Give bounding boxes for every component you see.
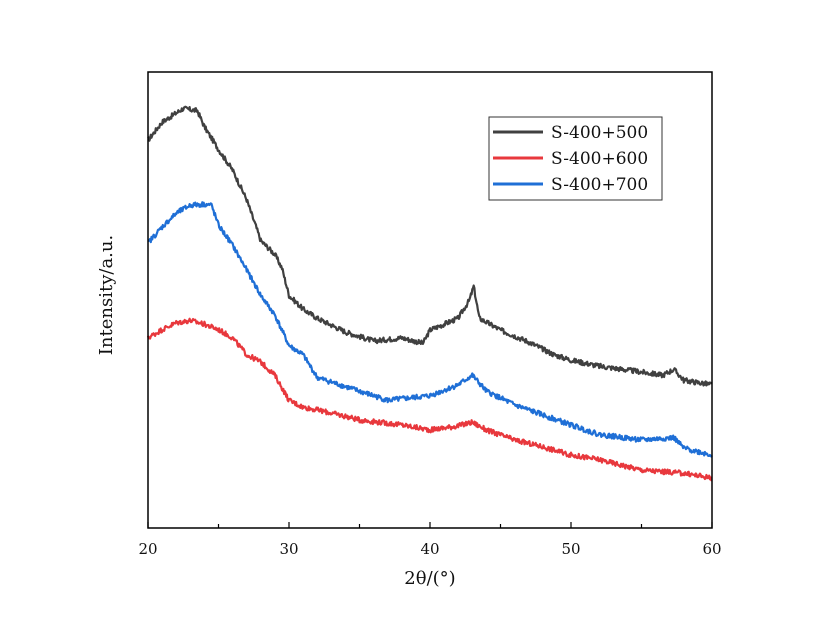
- y-axis-title: Intensity/a.u.: [96, 235, 117, 355]
- plot-curves: [146, 105, 713, 482]
- legend: S-400+500 S-400+600 S-400+700: [488, 116, 663, 201]
- x-tick-label: 60: [702, 540, 721, 558]
- x-axis-title: 2θ/(°): [404, 568, 455, 589]
- x-tick-label: 40: [420, 540, 439, 558]
- legend-label: S-400+500: [551, 123, 648, 143]
- legend-label: S-400+700: [551, 175, 648, 195]
- x-tick-label: 50: [561, 540, 580, 558]
- x-axis-ticks: 20 30 40 50 60: [138, 522, 722, 558]
- x-tick-label: 20: [138, 540, 157, 558]
- x-tick-label: 30: [279, 540, 298, 558]
- legend-label: S-400+600: [551, 149, 648, 169]
- series-line-S-400+600: [146, 317, 713, 482]
- series-line-S-400+500: [147, 105, 713, 387]
- series-line-S-400+700: [147, 201, 713, 458]
